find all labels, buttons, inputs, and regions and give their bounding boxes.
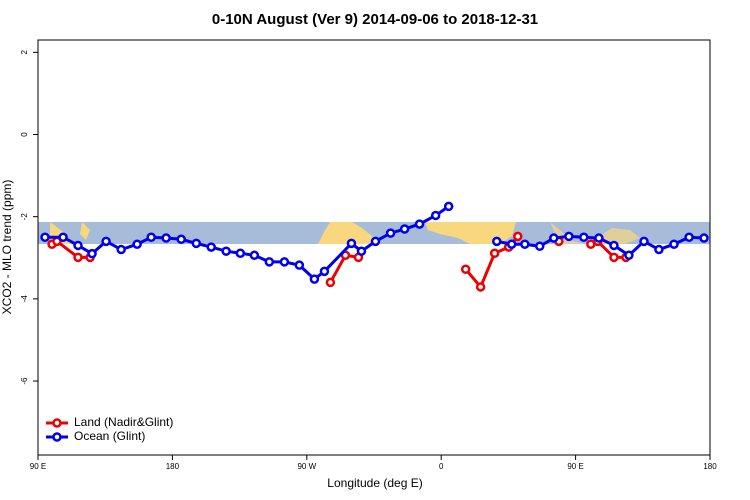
plot-frame	[37, 39, 711, 456]
point	[506, 239, 517, 249]
y-tick-label: -2	[20, 213, 29, 221]
point	[460, 264, 471, 275]
point	[699, 233, 709, 243]
point	[579, 232, 589, 242]
point	[73, 240, 83, 251]
land-shape	[318, 222, 378, 244]
x-tick-label: 90 W	[297, 462, 316, 471]
point	[492, 236, 502, 247]
point	[319, 266, 330, 277]
point	[132, 239, 142, 249]
point	[161, 233, 171, 243]
point	[669, 239, 679, 249]
point	[264, 257, 275, 267]
point	[325, 277, 336, 288]
x-tick-label: 90 E	[567, 462, 583, 471]
point	[639, 236, 649, 247]
legend-label: Ocean (Glint)	[74, 429, 145, 443]
point	[116, 244, 126, 255]
point	[609, 252, 619, 263]
point	[684, 232, 694, 242]
land-shape	[550, 222, 640, 244]
x-axis-label: Longitude (deg E)	[327, 476, 422, 490]
point	[249, 250, 260, 261]
point	[309, 274, 320, 284]
legend-marker	[52, 432, 62, 442]
point	[58, 232, 68, 242]
point	[594, 233, 604, 243]
point	[176, 234, 186, 245]
point	[489, 248, 500, 259]
point	[609, 240, 619, 251]
point	[370, 236, 381, 247]
point	[101, 236, 111, 247]
point	[624, 250, 634, 261]
x-tick-label: 180	[703, 462, 717, 471]
point	[513, 231, 523, 242]
point	[146, 232, 156, 242]
point	[549, 233, 559, 243]
point	[535, 241, 545, 252]
point	[475, 282, 486, 292]
point	[414, 219, 425, 229]
y-tick-label: 0	[20, 132, 29, 137]
point	[520, 239, 530, 249]
legend-marker	[52, 418, 62, 428]
point	[443, 201, 454, 212]
point	[385, 228, 396, 238]
x-tick-label: 180	[166, 462, 180, 471]
point	[399, 224, 410, 234]
point	[235, 248, 246, 259]
point	[206, 242, 216, 252]
chart-title: 0-10N August (Ver 9) 2014-09-06 to 2018-…	[212, 11, 538, 28]
x-tick-label: 90 E	[30, 462, 46, 471]
point	[191, 238, 202, 249]
point	[279, 257, 290, 267]
legend-label: Land (Nadir&Glint)	[74, 415, 173, 429]
point	[356, 246, 367, 256]
point	[564, 231, 574, 242]
point	[654, 244, 664, 255]
y-tick-label: 2	[20, 50, 29, 55]
point	[294, 260, 305, 270]
point	[73, 252, 83, 263]
point	[346, 238, 357, 249]
point	[40, 232, 50, 242]
point	[221, 246, 231, 256]
y-tick-label: -6	[20, 377, 29, 385]
y-tick-label: -4	[20, 295, 29, 303]
point	[430, 210, 441, 221]
point	[87, 248, 97, 259]
x-tick-label: 0	[439, 462, 444, 471]
ocean-band	[38, 222, 710, 244]
y-axis-label: XCO2 - MLO trend (ppm)	[0, 180, 14, 315]
